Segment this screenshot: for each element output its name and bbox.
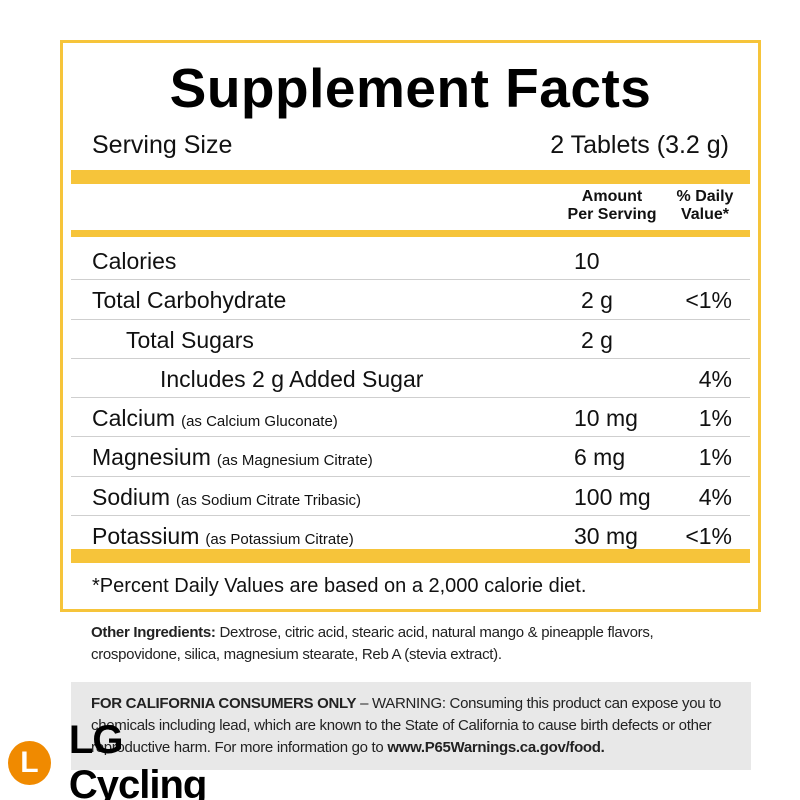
table-row: Magnesium (as Magnesium Citrate) 6 mg 1% xyxy=(71,437,750,477)
nutrient-name: Sodium (as Sodium Citrate Tribasic) xyxy=(92,484,361,511)
nutrient-name-main: Calcium xyxy=(92,405,176,432)
logo-mark-icon: L xyxy=(8,741,51,785)
nutrient-dv: 1% xyxy=(698,444,732,471)
nutrient-amount: 2 g xyxy=(581,326,613,353)
serving-size-row: Serving Size 2 Tablets (3.2 g) xyxy=(92,129,729,161)
nutrient-amount: 30 mg xyxy=(574,523,638,550)
nutrient-source: (as Calcium Gluconate) xyxy=(181,413,338,431)
serving-size-label: Serving Size xyxy=(92,130,233,159)
nutrient-name: Magnesium (as Magnesium Citrate) xyxy=(92,444,373,471)
ingredients-text: Dextrose, citric acid, stearic acid, nat… xyxy=(91,624,654,663)
ingredients-label: Other Ingredients: xyxy=(91,624,216,641)
nutrient-dv: 1% xyxy=(698,405,732,432)
nutrient-amount: 10 mg xyxy=(574,405,638,432)
daily-value-footnote: *Percent Daily Values are based on a 2,0… xyxy=(92,575,587,597)
nutrient-dv: 4% xyxy=(698,483,732,510)
nutrient-name: Total Sugars xyxy=(126,326,254,353)
warning-label: FOR CALIFORNIA CONSUMERS ONLY xyxy=(91,695,357,712)
dv-header-line2: Value* xyxy=(680,206,730,223)
nutrient-name: Includes 2 g Added Sugar xyxy=(160,365,424,392)
daily-value-column-header: % Daily Value* xyxy=(665,188,745,224)
divider-thick-top xyxy=(71,170,750,184)
warning-text-block: FOR CALIFORNIA CONSUMERS ONLY – WARNING:… xyxy=(91,693,751,759)
divider-thick-bottom xyxy=(71,549,750,563)
amount-header-line2: Per Serving xyxy=(567,206,657,223)
nutrient-dv: <1% xyxy=(685,287,732,314)
table-row: Includes 2 g Added Sugar 4% xyxy=(71,359,750,399)
nutrient-source: (as Magnesium Citrate) xyxy=(216,452,373,470)
nutrient-dv: 4% xyxy=(698,365,732,392)
california-warning-box: FOR CALIFORNIA CONSUMERS ONLY – WARNING:… xyxy=(71,682,751,770)
supplement-facts-panel: Supplement Facts Serving Size 2 Tablets … xyxy=(60,40,761,612)
nutrient-name: Calories xyxy=(92,248,177,274)
nutrient-name: Potassium (as Potassium Citrate) xyxy=(92,523,354,550)
serving-size-value: 2 Tablets (3.2 g) xyxy=(550,130,729,159)
nutrient-dv: <1% xyxy=(685,523,732,550)
nutrient-amount: 6 mg xyxy=(574,444,626,471)
nutrient-name-main: Potassium xyxy=(92,523,200,550)
nutrient-amount: 2 g xyxy=(581,287,613,314)
nutrient-source: (as Sodium Citrate Tribasic) xyxy=(175,491,362,509)
warning-link[interactable]: www.P65Warnings.ca.gov/food. xyxy=(387,739,605,756)
nutrient-name: Calcium (as Calcium Gluconate) xyxy=(92,405,338,432)
nutrient-name-main: Sodium xyxy=(92,483,170,510)
table-row: Calcium (as Calcium Gluconate) 10 mg 1% xyxy=(71,398,750,438)
other-ingredients: Other Ingredients: Dextrose, citric acid… xyxy=(91,622,731,666)
nutrient-amount: 10 xyxy=(574,248,600,274)
table-row: Calories 10 xyxy=(71,241,750,281)
nutrient-amount: 100 mg xyxy=(574,483,651,510)
warning-text: – WARNING: Consuming this product can ex… xyxy=(91,695,722,756)
brand-logo: L LG Cycling xyxy=(0,718,265,800)
nutrient-source: (as Potassium Citrate) xyxy=(205,531,354,549)
table-row: Potassium (as Potassium Citrate) 30 mg <1… xyxy=(71,516,750,555)
table-row: Total Sugars 2 g xyxy=(71,320,750,359)
nutrient-table: Calories 10 Total Carbohydrate 2 g <1% T… xyxy=(71,241,750,555)
amount-header-line1: Amount xyxy=(581,188,643,205)
logo-text: LG Cycling xyxy=(68,718,207,800)
nutrient-name: Total Carbohydrate xyxy=(92,287,287,314)
table-row: Sodium (as Sodium Citrate Tribasic) 100 m… xyxy=(71,477,750,517)
nutrient-name-main: Magnesium xyxy=(92,444,211,471)
table-row: Total Carbohydrate 2 g <1% xyxy=(71,280,750,320)
amount-column-header: Amount Per Serving xyxy=(547,188,677,224)
dv-header-line1: % Daily xyxy=(676,188,734,205)
page-title: Supplement Facts xyxy=(169,57,652,119)
divider-mid xyxy=(71,230,750,237)
